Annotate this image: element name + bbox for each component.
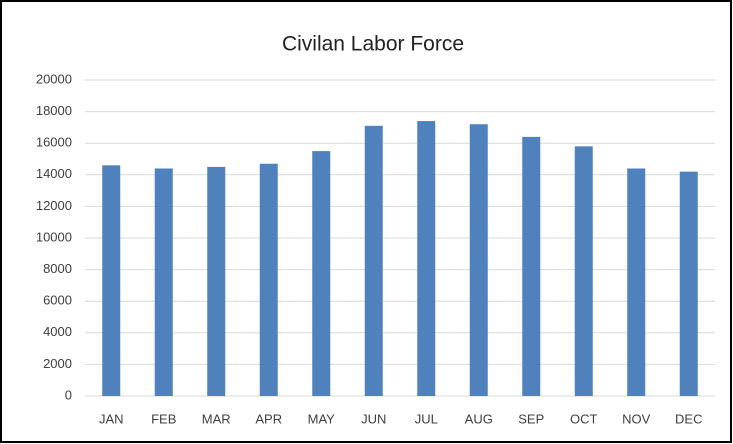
bar [574,146,593,396]
bar [679,171,698,396]
x-tick-label: FEB [151,411,176,426]
bar [312,151,331,396]
x-tick-label: NOV [622,411,651,426]
y-tick-label: 18000 [36,103,72,118]
x-tick-label: AUG [465,411,493,426]
x-tick-label: MAY [308,411,336,426]
chart-title: Civilan Labor Force [282,33,464,56]
x-tick-label: JUN [361,411,386,426]
bar [627,168,646,396]
y-tick-label: 16000 [36,135,72,150]
y-tick-label: 2000 [43,356,72,371]
bar [207,166,226,396]
y-tick-label: 10000 [36,229,72,244]
bar [154,168,173,396]
y-tick-label: 0 [65,387,72,402]
y-tick-label: 20000 [36,71,72,86]
x-tick-label: JUL [415,411,438,426]
y-tick-label: 6000 [43,293,72,308]
bar [259,163,278,396]
y-tick-label: 14000 [36,166,72,181]
x-tick-label: DEC [675,411,702,426]
y-tick-label: 8000 [43,261,72,276]
x-tick-label: OCT [570,411,598,426]
y-tick-label: 4000 [43,324,72,339]
bar [102,165,121,396]
bar [469,124,488,397]
bar [364,125,383,396]
x-tick-label: SEP [518,411,544,426]
x-tick-label: APR [255,411,282,426]
x-tick-label: MAR [202,411,231,426]
x-tick-label: JAN [99,411,124,426]
bar [522,136,541,396]
y-tick-label: 12000 [36,198,72,213]
bar [417,121,436,396]
